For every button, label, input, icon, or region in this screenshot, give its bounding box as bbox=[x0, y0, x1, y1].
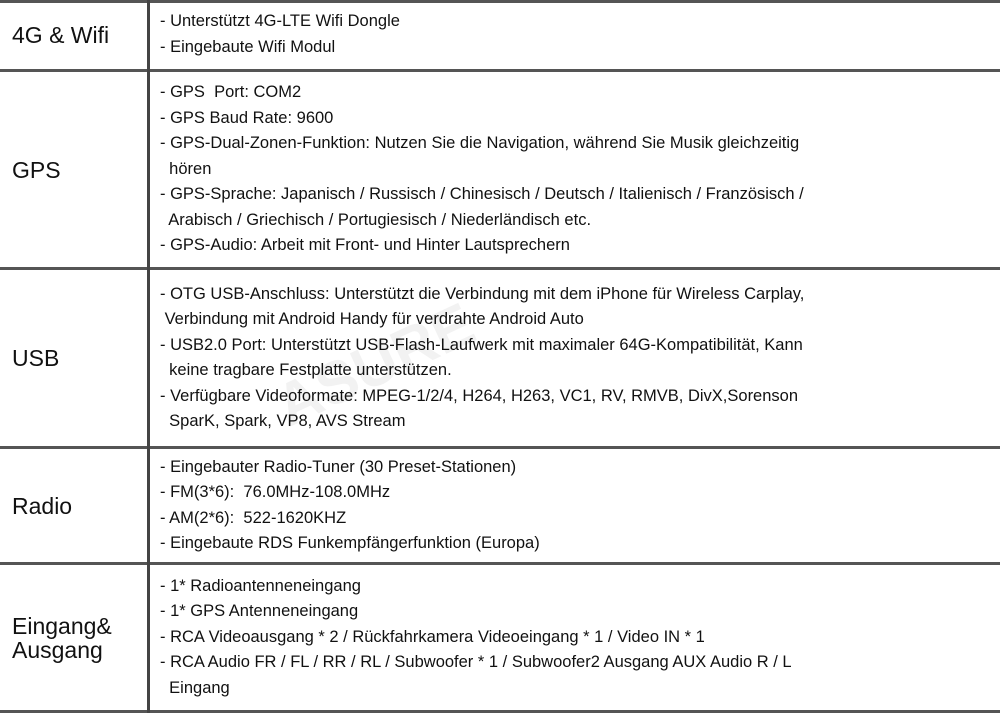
row-label: 4G & Wifi bbox=[12, 0, 144, 69]
spec-line: - GPS-Sprache: Japanisch / Russisch / Ch… bbox=[160, 185, 804, 204]
spec-line: Verbindung mit Android Handy für verdrah… bbox=[160, 310, 584, 328]
row-label-line: Radio bbox=[12, 492, 73, 519]
spec-line: Eingang bbox=[160, 678, 230, 697]
column-divider bbox=[147, 0, 150, 713]
spec-line: - GPS-Audio: Arbeit mit Front- und Hinte… bbox=[160, 236, 570, 255]
row-content: - Unterstützt 4G-LTE Wifi Dongle - Eingeb… bbox=[160, 0, 990, 69]
spec-line: Arabisch / Griechisch / Portugiesisch / … bbox=[160, 210, 592, 229]
spec-line: - AM(2*6): 522-1620KHZ bbox=[160, 508, 347, 527]
table-top-border bbox=[0, 0, 1000, 3]
spec-line: SparK, Spark, VP8, AVS Stream bbox=[160, 412, 406, 430]
spec-line: - Eingebaute RDS Funkempfängerfunktion (… bbox=[160, 534, 540, 552]
table-row-eingang-ausgang: Eingang& Ausgang - 1* Radioantenneneingang… bbox=[0, 565, 1000, 713]
spec-line: - 1* GPS Antenneneingang bbox=[160, 602, 359, 621]
table-row-4g-wifi: 4G & Wifi - Unterstützt 4G-LTE Wifi Dongl… bbox=[0, 0, 1000, 72]
spec-line: - 1* Radioantenneneingang bbox=[160, 576, 361, 595]
table-row-gps: GPS - GPS Port: COM2 - GPS Baud Rate: 9600… bbox=[0, 72, 1000, 270]
spec-line: - GPS Baud Rate: 9600 bbox=[160, 108, 334, 127]
row-label-line: USB bbox=[12, 345, 60, 371]
spec-line: - Eingebaute Wifi Modul bbox=[160, 37, 336, 56]
row-label: Eingang& Ausgang bbox=[12, 565, 144, 710]
table-row-radio: Radio - Eingebauter Radio-Tuner (30 Prese… bbox=[0, 449, 1000, 565]
spec-line: - Unterstützt 4G-LTE Wifi Dongle bbox=[160, 12, 400, 30]
row-label-line: Ausgang bbox=[12, 636, 103, 663]
spec-line: - GPS-Dual-Zonen-Funktion: Nutzen Sie di… bbox=[160, 134, 800, 153]
row-label: Radio bbox=[12, 449, 144, 562]
row-content: - 1* Radioantenneneingang - 1* GPS Antenn… bbox=[160, 565, 990, 710]
row-content: - Eingebauter Radio-Tuner (30 Preset-Sta… bbox=[160, 449, 990, 562]
row-content: - GPS Port: COM2 - GPS Baud Rate: 9600 - G… bbox=[160, 72, 990, 267]
spec-line: - RCA Audio FR / FL / RR / RL / Subwoofe… bbox=[160, 653, 792, 672]
spec-line: - GPS Port: COM2 bbox=[160, 83, 302, 102]
row-label: GPS bbox=[12, 72, 144, 267]
spec-line: - USB2.0 Port: Unterstützt USB-Flash-Lau… bbox=[160, 335, 803, 354]
row-content: - OTG USB-Anschluss: Unterstützt die Ver… bbox=[160, 270, 990, 446]
spec-line: keine tragbare Festplatte unterstützen. bbox=[160, 361, 452, 379]
spec-line: - RCA Videoausgang * 2 / Rückfahrkamera … bbox=[160, 627, 705, 646]
row-label-line: GPS bbox=[12, 156, 61, 183]
spec-line: hören bbox=[160, 159, 212, 178]
spec-line: - FM(3*6): 76.0MHz-108.0MHz bbox=[160, 483, 391, 501]
spec-line: - Eingebauter Radio-Tuner (30 Preset-Sta… bbox=[160, 457, 517, 476]
table-row-usb: USB - OTG USB-Anschluss: Unterstützt die … bbox=[0, 270, 1000, 449]
row-label-line: Eingang& bbox=[12, 612, 112, 639]
row-label-line: 4G & Wifi bbox=[12, 21, 110, 48]
spec-line: - Verfügbare Videoformate: MPEG-1/2/4, H… bbox=[160, 386, 799, 405]
spec-line: - OTG USB-Anschluss: Unterstützt die Ver… bbox=[160, 284, 805, 303]
row-label: USB bbox=[12, 270, 144, 446]
